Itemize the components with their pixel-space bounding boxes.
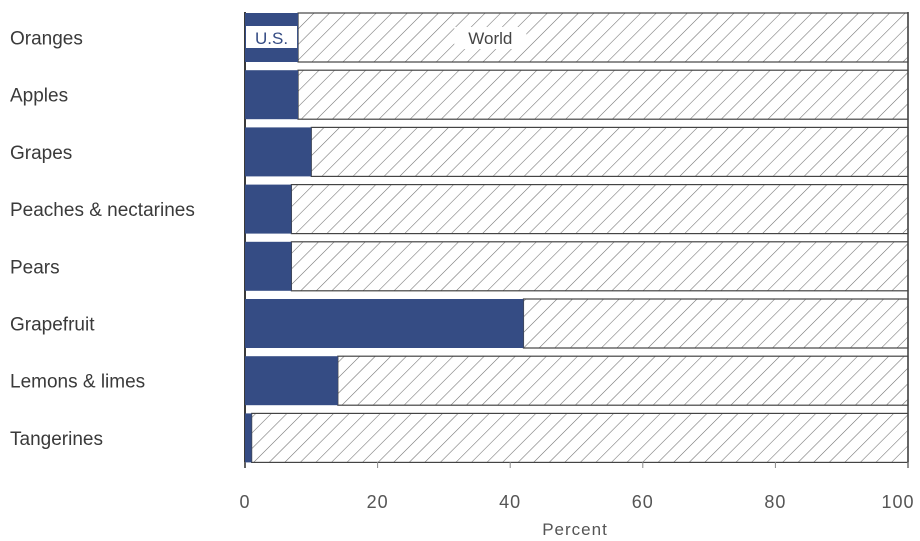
category-label: Oranges	[10, 29, 83, 50]
bar-us-5	[245, 299, 524, 348]
category-label: Grapes	[10, 143, 72, 164]
bar-us-4	[245, 241, 292, 291]
bar-world-7	[251, 412, 909, 463]
x-tick-label: 80	[764, 492, 786, 512]
category-label: Apples	[10, 86, 68, 107]
bar-us-1	[245, 70, 299, 120]
us-label-bg	[246, 26, 298, 48]
category-labels: Oranges Apples Grapes Peaches & nectarines P…	[10, 29, 195, 450]
bars: U.S. World	[245, 12, 909, 463]
x-tick-label: 40	[499, 492, 521, 512]
bar-world-4	[290, 241, 909, 292]
bar-world-1	[297, 69, 909, 120]
x-tick-label: 60	[632, 492, 654, 512]
bar-us-6	[245, 356, 338, 406]
bar-world-0	[297, 12, 909, 63]
category-label: Grapefruit	[10, 315, 95, 336]
category-label: Lemons & limes	[10, 372, 145, 393]
category-label: Pears	[10, 257, 60, 278]
category-label: Tangerines	[10, 429, 103, 450]
bar-world-6	[337, 355, 909, 406]
series-label-us: U.S.	[255, 29, 288, 48]
bar-world-2	[310, 126, 909, 178]
x-tick-label: 100	[881, 492, 914, 512]
world-label-bg	[454, 27, 527, 49]
bar-us-2	[245, 127, 312, 177]
bar-us-7	[245, 413, 252, 463]
bar-world-3	[290, 184, 909, 235]
x-axis-title: Percent	[542, 520, 608, 539]
series-label-world: World	[468, 29, 512, 48]
bar-world-5	[522, 298, 909, 349]
bar-us-3	[245, 184, 292, 234]
category-label: Peaches & nectarines	[10, 200, 195, 221]
x-tick-label: 20	[367, 492, 389, 512]
x-tick-label: 0	[239, 492, 250, 512]
x-axis-ticks: 0 20 40 60 80 100	[239, 462, 914, 512]
